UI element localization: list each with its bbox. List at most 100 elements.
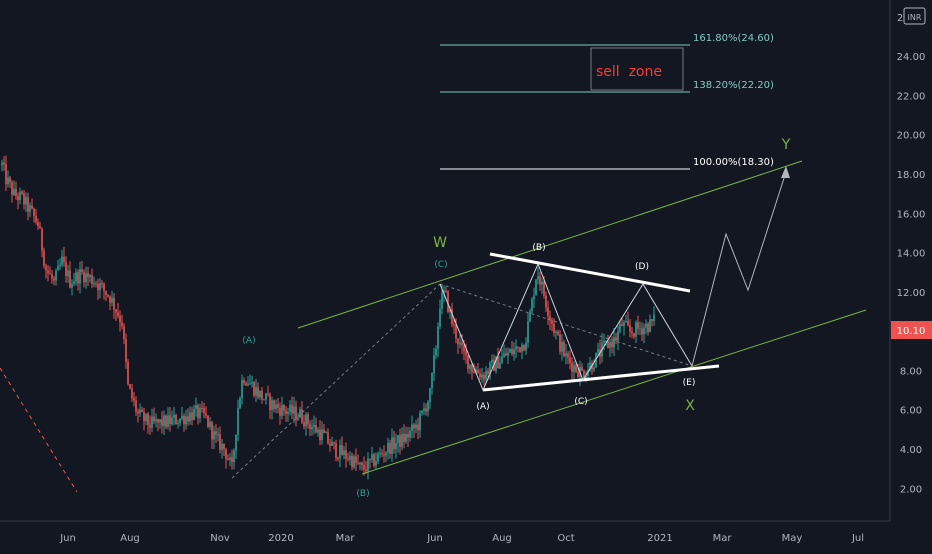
candle-body (627, 321, 629, 326)
candle-body (435, 348, 437, 356)
candle-body (51, 274, 53, 279)
channel-lower-line[interactable] (361, 309, 867, 475)
candle-body (529, 311, 531, 322)
candle-body (339, 445, 341, 459)
candle-body (221, 443, 223, 450)
candle-body (13, 188, 15, 195)
projected-wave-path[interactable] (691, 171, 787, 367)
candle-body (9, 177, 11, 183)
candle-body (237, 408, 239, 435)
triangle-lower-line[interactable] (482, 364, 720, 392)
candle-body (349, 455, 351, 460)
candle-body (125, 338, 127, 362)
candle-body (335, 443, 337, 458)
candle-body (297, 417, 299, 420)
candle-body (163, 415, 165, 427)
candle-body (553, 324, 555, 333)
candle-body (331, 441, 333, 446)
candle-body (267, 393, 269, 395)
candle-body (461, 342, 463, 346)
triangle-upper-line[interactable] (489, 252, 691, 293)
candle-body (561, 342, 563, 352)
time-axis-ticks: Jun Aug Nov 2020 Mar Jun Aug Oct 2021 Mar May Jul (59, 533, 864, 544)
candle-body (539, 276, 541, 285)
candle-body (649, 319, 651, 333)
candle-body (635, 322, 637, 337)
wave-label-b-minor: (B) (356, 489, 369, 499)
candle-body (651, 319, 653, 322)
candle-body (143, 411, 145, 422)
candle-body (629, 325, 631, 332)
candlestick-series (1, 155, 655, 480)
candle-body (589, 362, 591, 371)
time-tick-label: 2020 (268, 533, 293, 544)
candle-body (483, 374, 485, 380)
candle-body (581, 367, 583, 371)
candle-body (217, 434, 219, 436)
candle-body (361, 462, 363, 466)
candle-body (167, 415, 169, 427)
candle-body (27, 197, 29, 212)
candle-body (455, 324, 457, 339)
candle-body (531, 298, 533, 312)
candle-body (153, 416, 155, 422)
candle-body (317, 429, 319, 433)
candle-body (409, 430, 411, 438)
candle-body (277, 404, 279, 408)
candle-body (379, 453, 381, 455)
candle-body (333, 441, 335, 444)
candle-body (109, 296, 111, 303)
candle-body (101, 283, 103, 285)
candle-body (29, 205, 31, 212)
candle-body (315, 424, 317, 433)
candle-body (15, 188, 17, 197)
triangle-label-e: (E) (683, 378, 696, 388)
candle-body (643, 327, 645, 335)
time-tick-label: Jun (426, 533, 443, 544)
candle-body (189, 412, 191, 422)
candle-body (503, 353, 505, 357)
sell-zone-box[interactable] (590, 47, 684, 91)
candle-body (309, 424, 311, 430)
time-tick-label: May (782, 533, 803, 544)
time-tick-label: Mar (336, 533, 356, 544)
candle-body (485, 370, 487, 380)
candle-body (613, 337, 615, 348)
time-tick-label: Aug (120, 533, 140, 544)
currency-badge[interactable] (903, 7, 926, 25)
candle-body (165, 415, 167, 427)
candle-body (515, 346, 517, 350)
candle-body (209, 421, 211, 427)
candle-body (151, 416, 153, 428)
candle-body (281, 405, 283, 416)
candle-body (487, 370, 489, 375)
time-tick-label: Mar (713, 533, 733, 544)
channel-upper-line[interactable] (297, 160, 803, 329)
candle-body (495, 356, 497, 371)
candle-body (611, 341, 613, 348)
candle-body (147, 413, 149, 425)
candle-body (603, 340, 605, 343)
price-tick-label: 2.00 (900, 484, 922, 495)
time-tick-label: Jun (59, 533, 76, 544)
candle-body (625, 321, 627, 323)
candle-body (639, 328, 641, 330)
candle-body (647, 323, 649, 333)
candle-body (371, 454, 373, 460)
triangle-wave-path[interactable] (439, 262, 693, 392)
candle-body (555, 331, 557, 333)
candle-body (637, 322, 639, 329)
time-axis-panel[interactable] (0, 521, 932, 550)
candle-body (499, 362, 501, 369)
fib-label-100: 100.00%(18.30) (693, 157, 774, 168)
candle-body (533, 295, 535, 299)
candle-body (289, 404, 291, 412)
candle-body (45, 265, 47, 271)
candle-body (37, 222, 39, 226)
time-tick-label: Oct (557, 533, 574, 544)
candle-body (205, 413, 207, 416)
candle-body (91, 275, 93, 284)
price-axis-panel[interactable] (890, 0, 932, 521)
